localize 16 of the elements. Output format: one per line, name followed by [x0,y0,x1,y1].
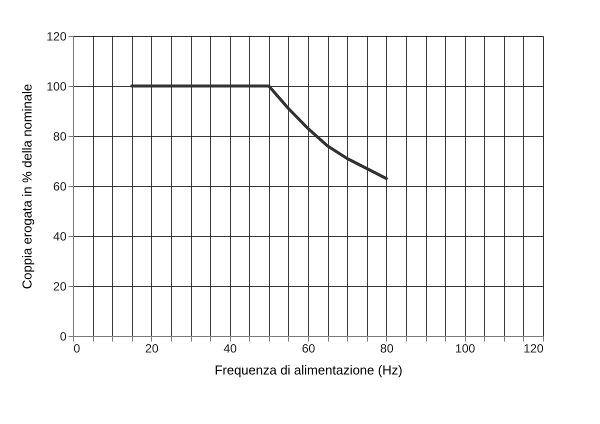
y-tick-label: 20 [53,280,67,294]
x-tick-label: 60 [302,342,316,356]
x-tick-label: 100 [455,342,476,356]
x-axis-title: Frequenza di alimentazione (Hz) [214,362,402,378]
y-axis-title: Coppia erogata in % della nominale [19,84,34,290]
x-tick-label: 40 [223,342,238,356]
y-tick-label: 0 [60,330,67,344]
x-tick-label: 120 [523,342,544,356]
y-tick-label: 100 [46,80,67,94]
y-tick-label: 80 [53,130,67,144]
x-tick-label: 20 [145,342,159,356]
y-tick-label: 40 [53,230,67,244]
y-tick-label: 120 [46,30,67,44]
x-tick-label: 80 [380,342,394,356]
x-tick-label: 0 [74,342,80,356]
y-tick-label: 60 [53,180,67,194]
